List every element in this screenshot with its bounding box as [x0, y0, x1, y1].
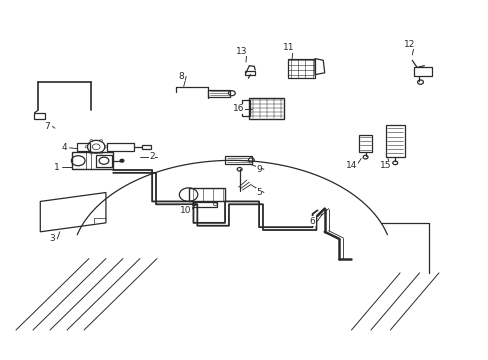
Bar: [107, 143, 134, 151]
Text: 4: 4: [61, 143, 67, 152]
Text: 11: 11: [282, 43, 293, 52]
Bar: [224, 156, 251, 164]
Text: 8: 8: [178, 72, 184, 81]
Bar: [287, 59, 314, 78]
Text: 14: 14: [345, 161, 356, 170]
Text: 15: 15: [379, 161, 390, 170]
Text: 5: 5: [256, 188, 262, 197]
Text: 10: 10: [180, 206, 191, 215]
Circle shape: [120, 159, 123, 162]
Bar: [358, 135, 372, 152]
Text: 1: 1: [54, 163, 60, 172]
Text: 13: 13: [236, 47, 247, 56]
Bar: [188, 188, 224, 202]
Bar: [245, 71, 255, 75]
Bar: [142, 145, 151, 149]
Text: 6: 6: [309, 217, 315, 226]
Bar: [207, 90, 229, 97]
Text: 2: 2: [149, 152, 155, 161]
Bar: [96, 155, 112, 167]
Text: 7: 7: [44, 122, 50, 131]
Text: 9: 9: [256, 165, 262, 174]
Bar: [34, 113, 45, 119]
Bar: [413, 67, 431, 76]
Bar: [77, 143, 90, 151]
Bar: [72, 152, 113, 169]
Text: 3: 3: [49, 234, 55, 243]
Bar: [193, 202, 216, 207]
Bar: [249, 98, 284, 118]
Bar: [242, 100, 249, 116]
Text: 16: 16: [232, 104, 244, 113]
Text: 12: 12: [403, 40, 415, 49]
Bar: [385, 125, 404, 157]
